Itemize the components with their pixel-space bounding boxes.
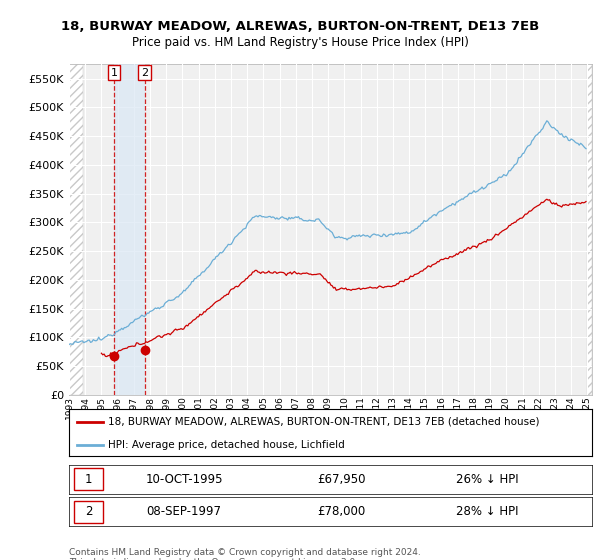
FancyBboxPatch shape [74, 501, 103, 523]
Text: 2: 2 [141, 68, 148, 78]
Text: 1: 1 [85, 473, 92, 486]
Text: 10-OCT-1995: 10-OCT-1995 [145, 473, 223, 486]
Bar [587, 64, 592, 395]
Text: 1: 1 [110, 68, 118, 78]
Text: 26% ↓ HPI: 26% ↓ HPI [456, 473, 519, 486]
Bar [69, 64, 83, 395]
Text: £78,000: £78,000 [317, 505, 365, 519]
Text: 08-SEP-1997: 08-SEP-1997 [146, 505, 221, 519]
Text: £67,950: £67,950 [317, 473, 365, 486]
Bar [587, 64, 592, 395]
Text: 2: 2 [85, 505, 92, 519]
Bar [69, 64, 83, 395]
FancyBboxPatch shape [74, 468, 103, 491]
Text: Price paid vs. HM Land Registry's House Price Index (HPI): Price paid vs. HM Land Registry's House … [131, 36, 469, 49]
Text: HPI: Average price, detached house, Lichfield: HPI: Average price, detached house, Lich… [108, 440, 345, 450]
Text: 18, BURWAY MEADOW, ALREWAS, BURTON-ON-TRENT, DE13 7EB (detached house): 18, BURWAY MEADOW, ALREWAS, BURTON-ON-TR… [108, 417, 540, 427]
Text: 18, BURWAY MEADOW, ALREWAS, BURTON-ON-TRENT, DE13 7EB: 18, BURWAY MEADOW, ALREWAS, BURTON-ON-TR… [61, 20, 539, 32]
Bar [114, 64, 145, 395]
Text: 28% ↓ HPI: 28% ↓ HPI [457, 505, 519, 519]
Text: Contains HM Land Registry data © Crown copyright and database right 2024.
This d: Contains HM Land Registry data © Crown c… [69, 548, 421, 560]
